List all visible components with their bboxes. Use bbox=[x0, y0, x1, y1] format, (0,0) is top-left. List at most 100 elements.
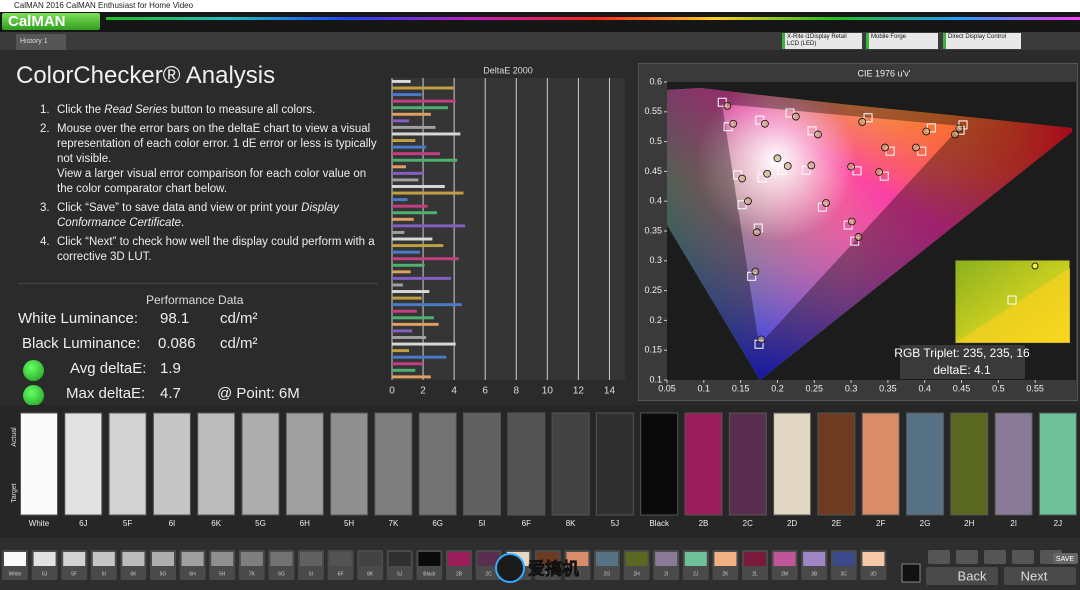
target-point[interactable] bbox=[737, 200, 747, 210]
bar[interactable] bbox=[392, 93, 422, 97]
bar[interactable] bbox=[392, 362, 424, 366]
actual-point[interactable] bbox=[783, 162, 792, 170]
swatch[interactable] bbox=[285, 412, 324, 516]
actual-point[interactable] bbox=[911, 143, 920, 152]
bar[interactable] bbox=[392, 211, 438, 215]
bar[interactable] bbox=[392, 296, 422, 300]
bar[interactable] bbox=[392, 106, 448, 110]
stop-button[interactable] bbox=[901, 563, 921, 583]
actual-point[interactable] bbox=[723, 101, 732, 110]
bar[interactable] bbox=[392, 316, 434, 320]
target-point[interactable] bbox=[801, 165, 811, 175]
bar[interactable] bbox=[392, 276, 452, 280]
actual-point[interactable] bbox=[751, 267, 760, 276]
tool-button[interactable] bbox=[984, 550, 1006, 564]
logo[interactable]: CalMAN bbox=[2, 13, 100, 30]
actual-point[interactable] bbox=[752, 228, 761, 237]
swatch[interactable] bbox=[817, 412, 856, 516]
actual-point[interactable] bbox=[822, 199, 830, 207]
bar[interactable] bbox=[392, 355, 447, 359]
swatch[interactable] bbox=[463, 412, 501, 516]
bar[interactable] bbox=[392, 198, 408, 202]
target-point[interactable] bbox=[863, 113, 873, 123]
bar[interactable] bbox=[392, 139, 416, 143]
bar[interactable] bbox=[392, 145, 427, 149]
swatch[interactable] bbox=[684, 412, 723, 516]
swatch[interactable] bbox=[418, 412, 457, 516]
swatch[interactable] bbox=[64, 412, 103, 516]
device-dropdown[interactable]: X-Rite i1Display Retail LCD (LED) bbox=[782, 33, 862, 49]
swatch[interactable] bbox=[330, 412, 369, 516]
target-point[interactable] bbox=[777, 165, 787, 175]
tool-button[interactable] bbox=[1012, 550, 1034, 564]
swatch[interactable] bbox=[20, 412, 58, 516]
target-point[interactable] bbox=[785, 108, 795, 118]
actual-point[interactable] bbox=[955, 124, 964, 133]
actual-point[interactable] bbox=[951, 130, 959, 139]
bar[interactable] bbox=[392, 303, 462, 307]
bar[interactable] bbox=[392, 322, 439, 326]
actual-point[interactable] bbox=[744, 197, 752, 206]
swatch[interactable] bbox=[950, 412, 989, 516]
bar[interactable] bbox=[392, 257, 459, 261]
bar[interactable] bbox=[392, 230, 405, 234]
swatch[interactable] bbox=[773, 412, 812, 516]
swatch[interactable] bbox=[507, 412, 546, 516]
bar[interactable] bbox=[392, 224, 466, 228]
nav-button[interactable] bbox=[926, 567, 998, 585]
bar[interactable] bbox=[392, 250, 420, 254]
actual-point[interactable] bbox=[847, 217, 856, 226]
device-dropdown[interactable]: Mobile Forge bbox=[866, 33, 938, 49]
bar[interactable] bbox=[392, 125, 436, 129]
swatch[interactable] bbox=[374, 412, 413, 516]
target-point[interactable] bbox=[852, 166, 862, 176]
bar[interactable] bbox=[392, 309, 417, 313]
bar[interactable] bbox=[392, 217, 414, 221]
actual-point[interactable] bbox=[922, 127, 931, 136]
swatch[interactable] bbox=[551, 412, 590, 516]
bar[interactable] bbox=[392, 79, 411, 83]
bar[interactable] bbox=[392, 290, 430, 294]
bar[interactable] bbox=[392, 99, 456, 103]
bar[interactable] bbox=[392, 178, 419, 182]
actual-point[interactable] bbox=[814, 130, 822, 139]
tool-button[interactable] bbox=[928, 550, 950, 564]
bar[interactable] bbox=[392, 237, 433, 241]
target-point[interactable] bbox=[757, 173, 767, 183]
actual-point[interactable] bbox=[738, 174, 747, 183]
bar[interactable] bbox=[392, 336, 427, 339]
bar[interactable] bbox=[392, 119, 410, 123]
target-point[interactable] bbox=[879, 171, 889, 181]
bar[interactable] bbox=[392, 132, 461, 136]
actual-point[interactable] bbox=[761, 119, 769, 128]
actual-point[interactable] bbox=[791, 112, 800, 121]
bar[interactable] bbox=[392, 191, 464, 195]
actual-point[interactable] bbox=[858, 118, 867, 126]
bar[interactable] bbox=[392, 329, 413, 333]
bar[interactable] bbox=[392, 112, 431, 116]
swatch[interactable] bbox=[994, 412, 1033, 516]
history-tab[interactable]: History 1 bbox=[16, 34, 66, 50]
bar[interactable] bbox=[392, 263, 425, 267]
bar[interactable] bbox=[392, 204, 428, 208]
actual-point[interactable] bbox=[763, 169, 772, 178]
actual-point[interactable] bbox=[729, 119, 738, 128]
bar[interactable] bbox=[392, 158, 458, 162]
bar[interactable] bbox=[392, 368, 416, 372]
actual-point[interactable] bbox=[757, 335, 766, 344]
swatch[interactable] bbox=[728, 412, 767, 516]
actual-point[interactable] bbox=[847, 162, 855, 171]
swatch[interactable] bbox=[1038, 412, 1077, 516]
swatch[interactable] bbox=[152, 412, 191, 516]
bar[interactable] bbox=[392, 185, 445, 188]
bar[interactable] bbox=[392, 152, 441, 156]
bar[interactable] bbox=[392, 342, 456, 346]
actual-point[interactable] bbox=[773, 154, 782, 163]
bar[interactable] bbox=[392, 283, 403, 287]
bar[interactable] bbox=[392, 244, 444, 248]
target-point[interactable] bbox=[917, 146, 927, 156]
actual-point[interactable] bbox=[807, 161, 816, 170]
bar[interactable] bbox=[392, 86, 455, 90]
swatch[interactable] bbox=[861, 412, 900, 516]
nav-button[interactable] bbox=[1004, 567, 1076, 585]
